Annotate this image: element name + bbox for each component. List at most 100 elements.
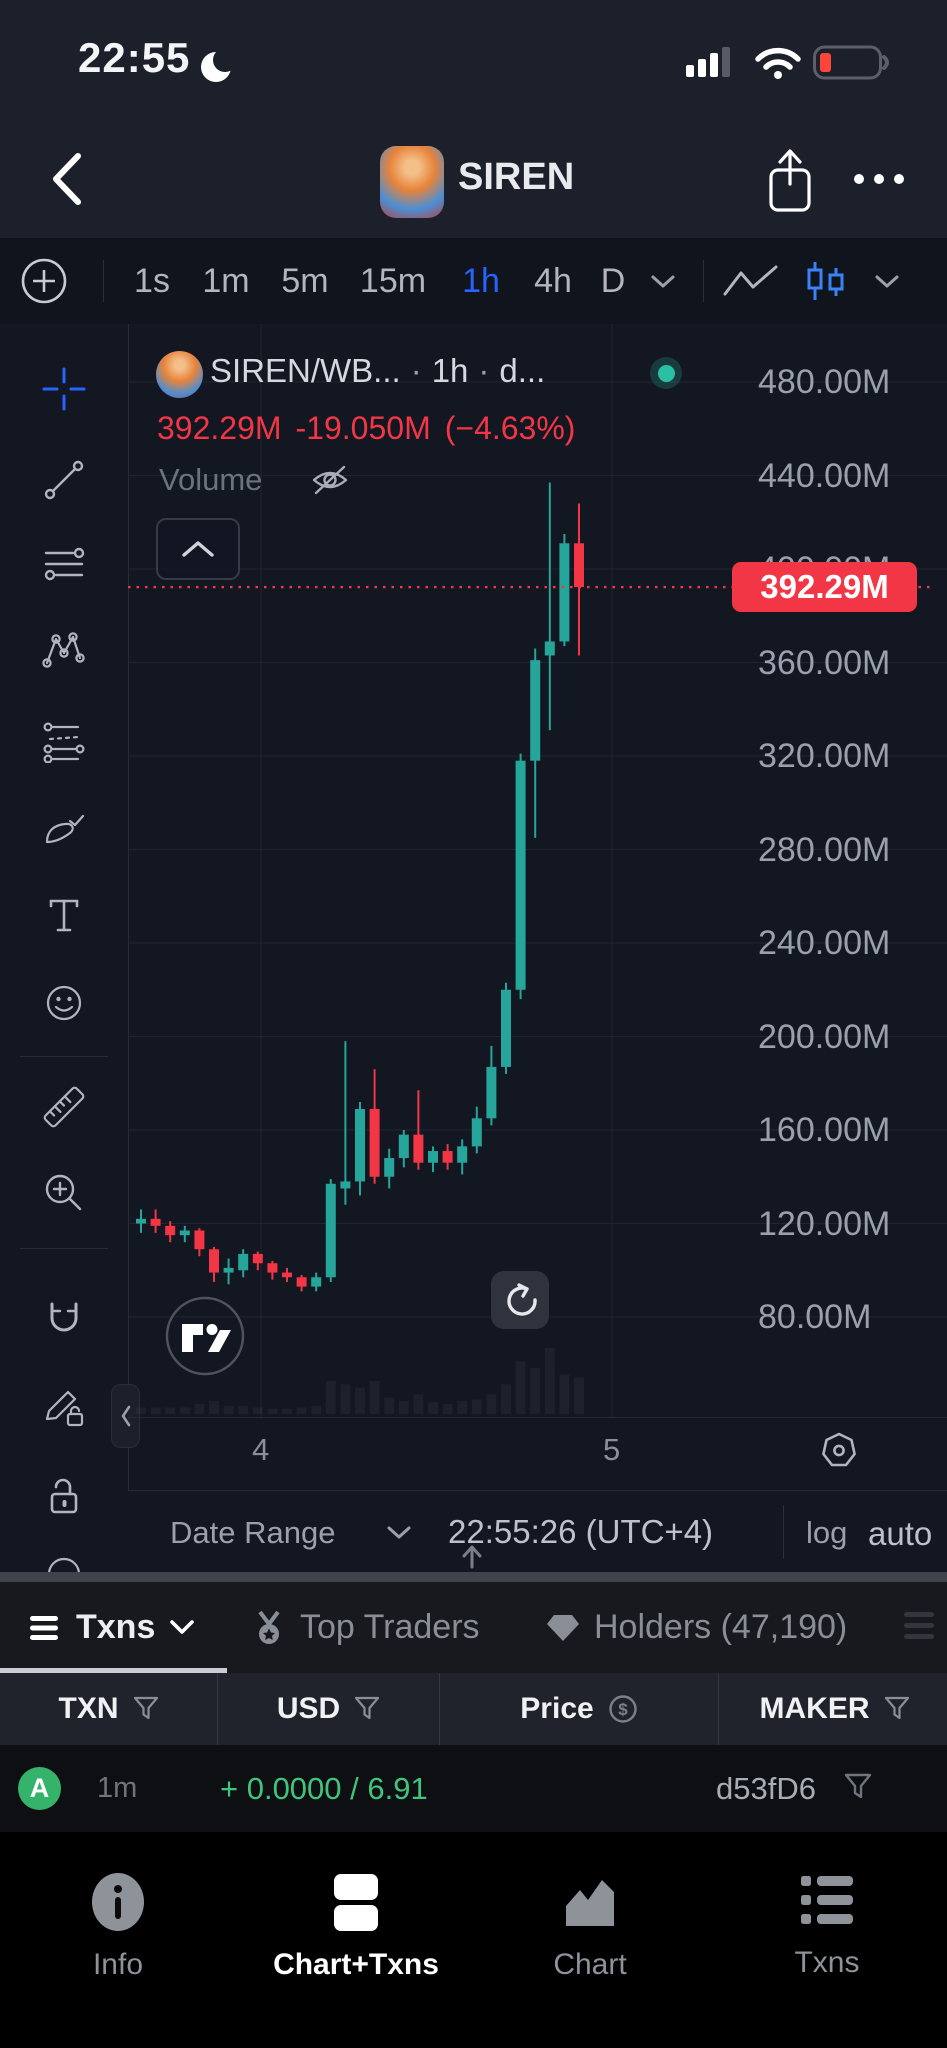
top-band: 22:55 SIREN [0, 0, 947, 238]
candle [471, 1118, 482, 1147]
divider [20, 1056, 108, 1057]
chevron-down-icon[interactable] [874, 274, 900, 290]
battery-icon [813, 45, 889, 80]
candle [325, 1183, 336, 1278]
volume-bar [325, 1381, 336, 1414]
volume-bar [515, 1361, 526, 1414]
volume-bar [574, 1377, 584, 1414]
eye-off-icon[interactable] [308, 460, 352, 500]
volume-bar [398, 1400, 409, 1414]
share-icon[interactable] [764, 146, 816, 216]
market-status-dot [650, 357, 682, 389]
lock-icon[interactable] [42, 1474, 86, 1518]
legend-venue: d... [499, 352, 546, 389]
ruler-icon[interactable] [42, 1085, 86, 1129]
xabcd-pattern-icon[interactable] [42, 630, 86, 674]
candle [413, 1134, 424, 1163]
nav-chart-txns[interactable]: Chart+Txns [273, 1872, 439, 1982]
nav-info[interactable]: Info [38, 1872, 198, 1982]
volume-bar [282, 1408, 292, 1414]
column-price[interactable]: Price $ [439, 1673, 718, 1745]
text-tool-icon[interactable] [42, 893, 86, 937]
panel-resize-handle[interactable] [0, 1572, 947, 1582]
gem-icon [547, 1614, 579, 1641]
status-time: 22:55 [78, 34, 191, 81]
candle [501, 989, 511, 1067]
price-tick-label: 360.00M [758, 643, 891, 682]
volume-bar [267, 1408, 278, 1414]
candle [238, 1253, 249, 1271]
projection-icon[interactable] [42, 719, 86, 763]
line-chart-style-icon[interactable] [722, 264, 780, 298]
tf-15m[interactable]: 15m [359, 262, 427, 300]
candle [136, 1218, 146, 1224]
candlestick-chart[interactable] [0, 324, 947, 1418]
time-tick-label: 4 [252, 1432, 270, 1467]
column-txn[interactable]: TXN [0, 1673, 217, 1745]
tab-txns[interactable]: Txns [30, 1582, 195, 1673]
auto-scale-toggle[interactable]: auto [868, 1515, 933, 1552]
magnet-icon[interactable] [42, 1298, 86, 1342]
candle [544, 641, 555, 656]
brush-icon[interactable] [42, 808, 86, 852]
tf-4h[interactable]: 4h [534, 262, 572, 300]
tf-D[interactable]: D [600, 262, 626, 300]
price-tick-label: 320.00M [758, 737, 891, 775]
legend-interval: 1h [431, 352, 469, 389]
nav-txns[interactable]: Txns [747, 1872, 907, 1980]
horizontal-lines-icon[interactable] [42, 543, 86, 587]
chevron-down-icon[interactable] [650, 274, 676, 290]
current-price-label: 392.29M [732, 562, 917, 613]
volume-bar [442, 1404, 453, 1414]
tab-overflow-icon[interactable] [904, 1610, 938, 1644]
candle [486, 1066, 497, 1119]
column-maker[interactable]: MAKER [718, 1673, 947, 1745]
maker-filter-icon[interactable] [844, 1773, 874, 1803]
candle [252, 1253, 263, 1264]
legend-pair: SIREN/WB... [210, 352, 401, 389]
tradingview-logo[interactable] [164, 1295, 246, 1377]
price-tick-label: 480.00M [758, 363, 891, 401]
toolbar-collapse-handle[interactable] [111, 1384, 140, 1448]
candle-chart-style-icon[interactable] [802, 260, 850, 304]
column-usd[interactable]: USD [217, 1673, 439, 1745]
crosshair-icon[interactable] [42, 367, 86, 411]
zoom-in-icon[interactable] [42, 1171, 86, 1215]
volume-bar [223, 1406, 234, 1414]
add-indicator-icon[interactable] [21, 258, 68, 305]
emoji-icon[interactable] [42, 981, 86, 1025]
volume-bar [209, 1400, 219, 1414]
price-tick-label: 120.00M [758, 1204, 891, 1243]
tf-5m[interactable]: 5m [281, 262, 329, 300]
reset-chart-button[interactable] [491, 1271, 549, 1329]
candle [311, 1277, 322, 1287]
more-options-icon[interactable] [852, 172, 908, 186]
candle [267, 1263, 278, 1273]
candle [150, 1218, 161, 1226]
drawing-lock-icon[interactable] [42, 1386, 86, 1430]
collapse-legend-button[interactable] [156, 518, 240, 580]
date-range-button[interactable]: Date Range [170, 1515, 336, 1550]
chevron-down-icon[interactable] [386, 1525, 412, 1541]
clock-timezone[interactable]: 22:55:26 (UTC+4) [448, 1513, 714, 1550]
tf-1s[interactable]: 1s [134, 262, 170, 300]
medal-icon [258, 1610, 280, 1644]
tab-holders[interactable]: Holders (47,190) [546, 1582, 847, 1673]
tf-1m[interactable]: 1m [202, 262, 250, 300]
drag-up-arrow-icon [462, 1545, 482, 1569]
trend-line-icon[interactable] [42, 458, 86, 502]
chart-settings-icon[interactable] [818, 1430, 860, 1472]
price-tick-label: 80.00M [758, 1298, 872, 1336]
txn-row[interactable]: A 1m + 0.0000 / 6.91 d53fD6 [0, 1745, 947, 1832]
time-tick-label: 5 [603, 1432, 621, 1467]
tf-1h-selected[interactable]: 1h [462, 262, 500, 300]
tab-top-traders[interactable]: Top Traders [252, 1582, 480, 1673]
back-icon[interactable] [50, 152, 84, 206]
chart-legend[interactable]: SIREN/WB... · 1h · d... [210, 352, 546, 389]
filter-funnel-icon [133, 1696, 158, 1720]
volume-bar [544, 1348, 555, 1414]
txns-list-icon [801, 1876, 853, 1924]
nav-chart[interactable]: Chart [510, 1872, 670, 1982]
volume-bar [296, 1407, 307, 1414]
log-scale-toggle[interactable]: log [806, 1515, 848, 1550]
